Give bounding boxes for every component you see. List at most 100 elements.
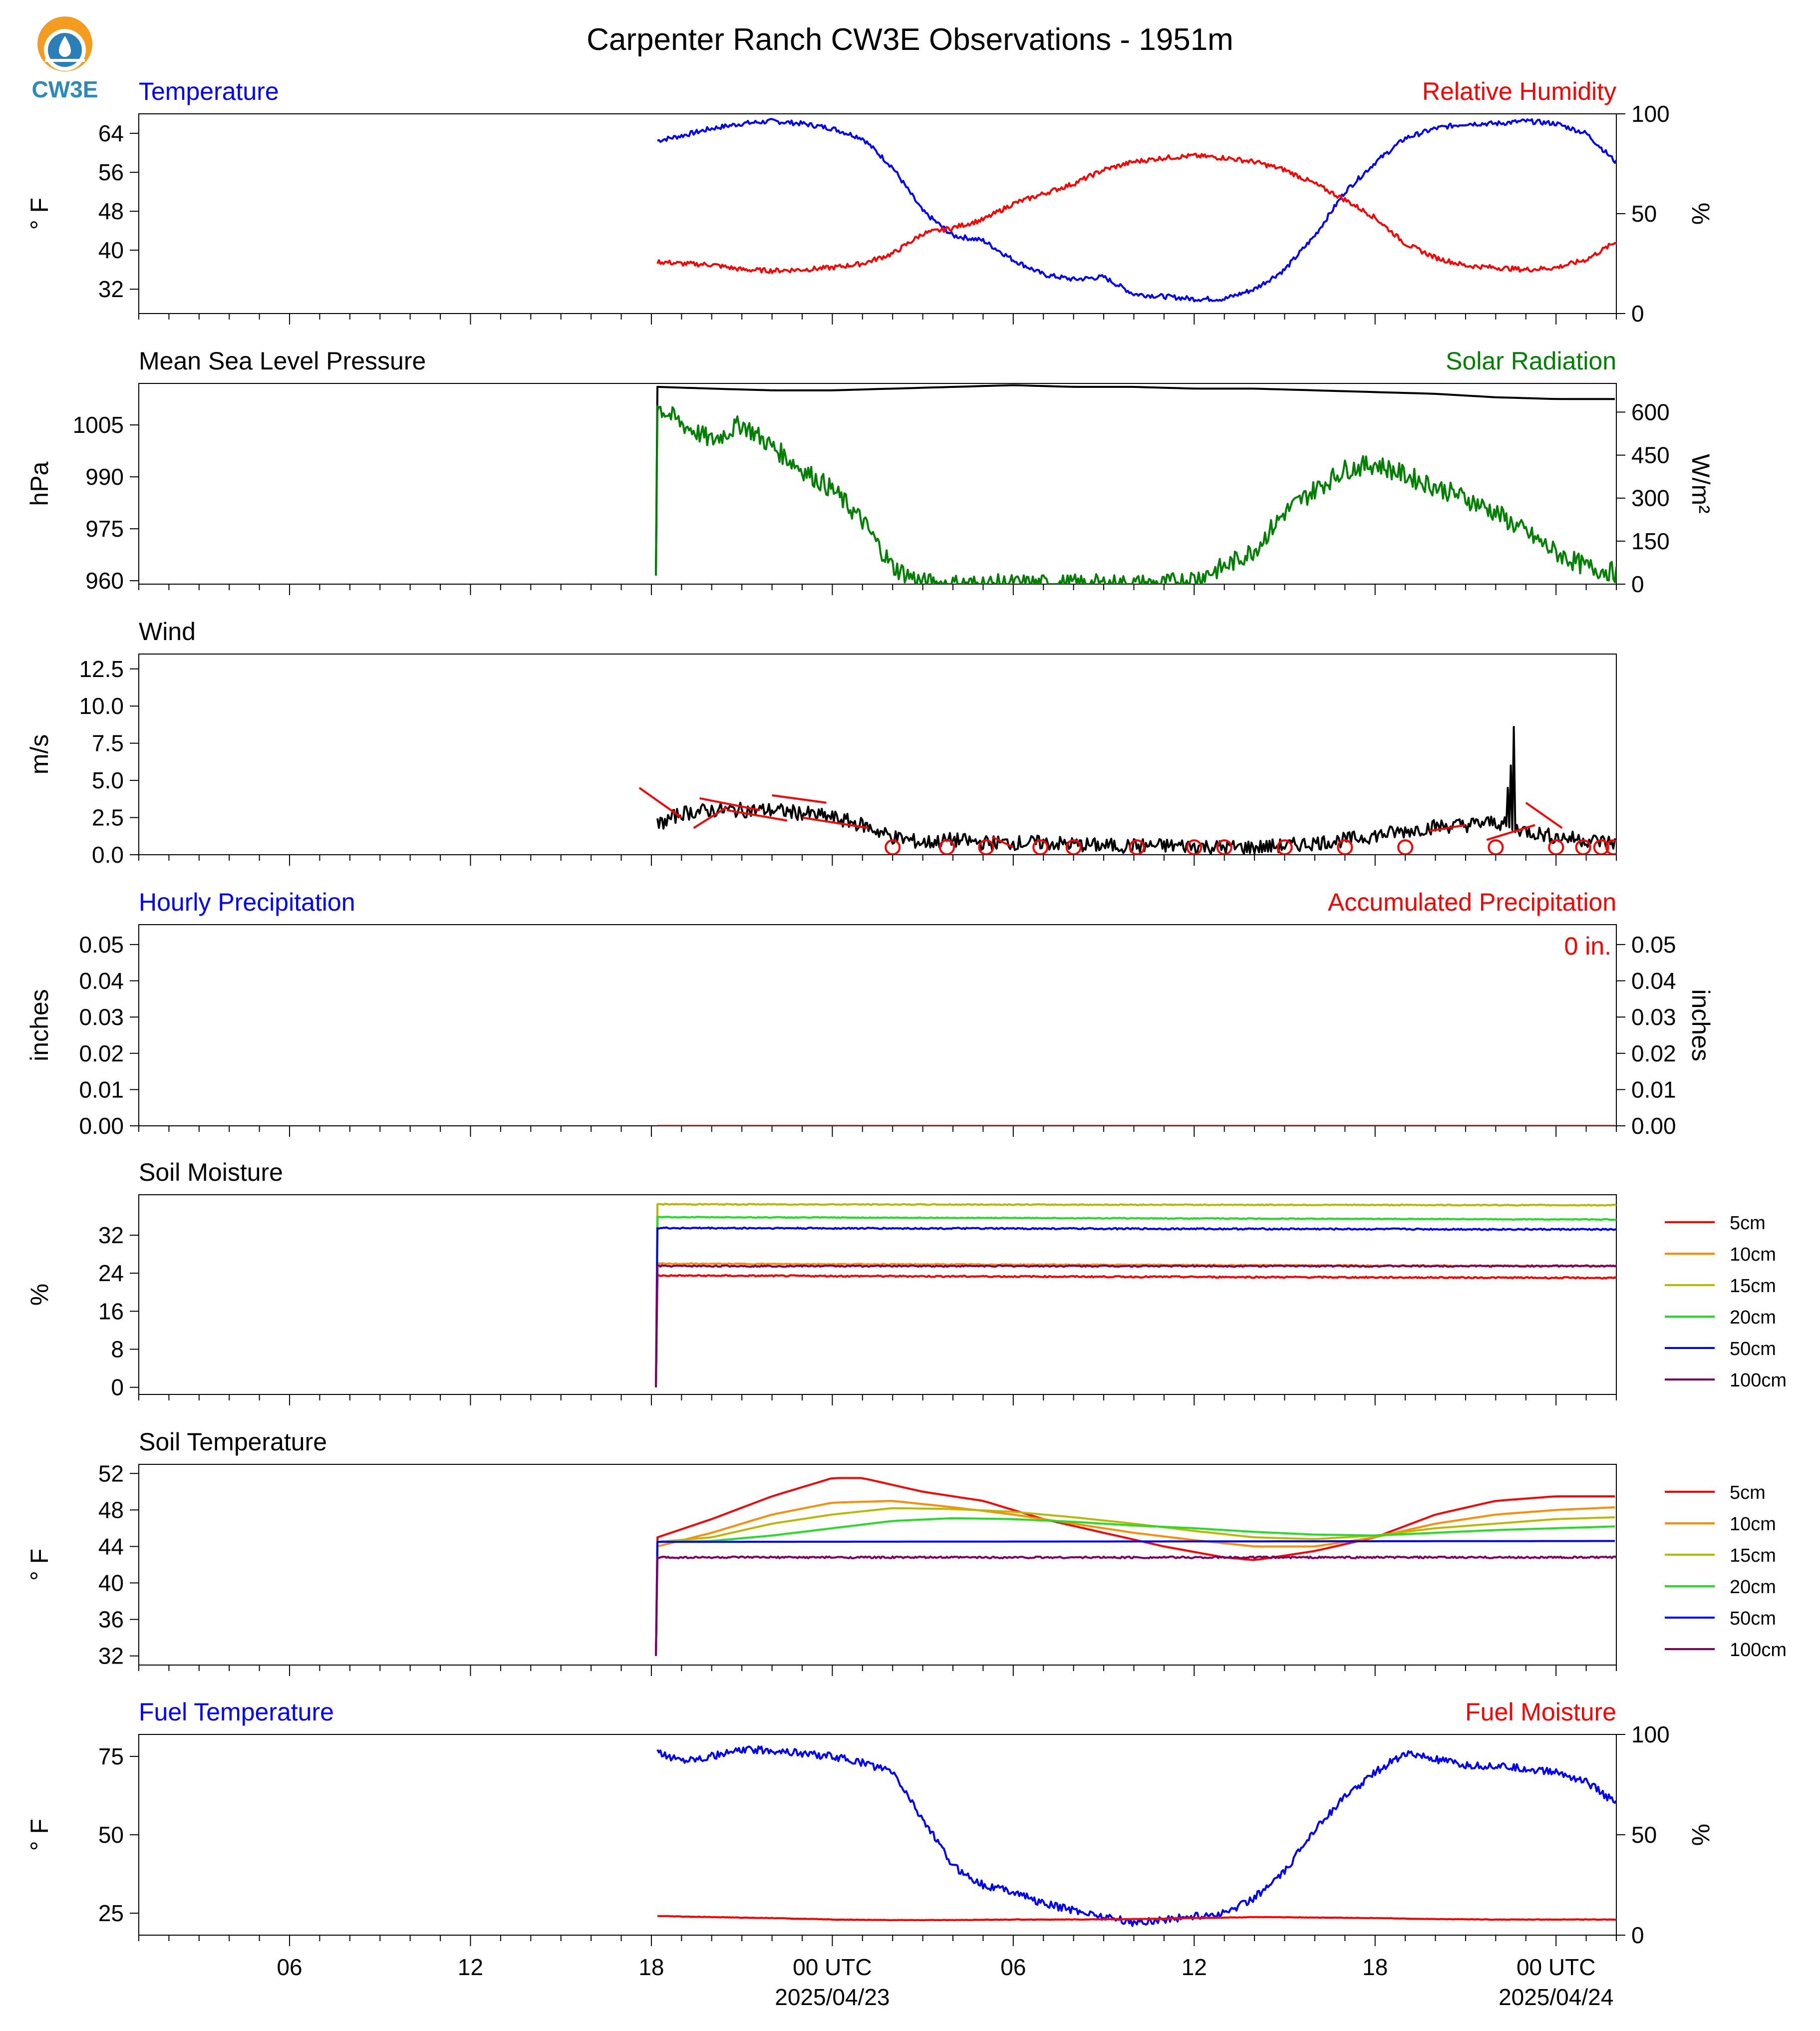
- series-line-50cm: [655, 1226, 1616, 1387]
- calm-wind-marker: [1129, 839, 1145, 855]
- series-line-100cm: [655, 1555, 1616, 1656]
- wind-barb: [802, 816, 869, 829]
- y-right-tick-label: 0.05: [1631, 932, 1676, 958]
- y-tick-label: 16: [98, 1298, 124, 1324]
- logo-drop-icon: [59, 36, 71, 57]
- panel-title-left: Soil Temperature: [139, 1428, 327, 1456]
- panel-title-left: Soil Moisture: [139, 1158, 283, 1186]
- y-tick-label: 52: [98, 1460, 124, 1486]
- y-axis-label: m/s: [25, 734, 53, 775]
- legend-label: 5cm: [1730, 1213, 1766, 1234]
- y-tick-label: 990: [85, 464, 124, 490]
- y-right-tick-label: 50: [1631, 1822, 1657, 1848]
- y-right-tick-label: 0: [1631, 301, 1644, 327]
- y-right-tick-label: 150: [1631, 528, 1670, 554]
- legend-label: 100cm: [1730, 1640, 1787, 1661]
- series-line-0: [655, 384, 1615, 574]
- panel-title-left: Fuel Temperature: [139, 1698, 334, 1726]
- calm-wind-marker: [1605, 839, 1616, 855]
- panel-wind: Wind 0.0 2.5 5.0 7.5 10.0 12.5 m/s: [25, 618, 1617, 868]
- y-tick-label: 2.5: [92, 805, 124, 831]
- y-tick-label: 40: [98, 1570, 124, 1596]
- y-right-axis-label: %: [1687, 1824, 1715, 1846]
- plot-area: [655, 384, 1616, 584]
- y-right-axis-label: inches: [1687, 989, 1715, 1061]
- x-tick-date: 2025/04/23: [775, 1984, 890, 2010]
- calm-wind-marker: [978, 839, 994, 855]
- y-tick-label: 8: [111, 1337, 124, 1362]
- panel-temp_rh: Temperature Relative Humidity 32 40 48 56 64 0 5…: [25, 77, 1715, 327]
- y-tick-label: 32: [98, 1643, 124, 1669]
- plot-frame: [138, 383, 1617, 585]
- x-tick-label: 00 UTC: [1517, 1954, 1595, 1980]
- y-right-tick-label: 0: [1631, 571, 1644, 597]
- calm-wind-marker: [938, 839, 955, 855]
- y-tick-label: 56: [98, 159, 124, 185]
- plot-area: [656, 1745, 1616, 1927]
- legend-label: 100cm: [1730, 1370, 1787, 1391]
- wind-barb: [638, 787, 682, 819]
- y-tick-label: 0.01: [79, 1076, 124, 1102]
- y-axis-label: hPa: [25, 461, 53, 506]
- y-tick-label: 32: [98, 1222, 124, 1248]
- plot-area: [638, 725, 1616, 855]
- y-right-tick-label: 0.03: [1631, 1004, 1676, 1030]
- calm-wind-marker: [1397, 839, 1414, 855]
- series-line-15cm: [655, 1507, 1615, 1656]
- panel-title-right: Fuel Moisture: [1465, 1698, 1616, 1726]
- legend-label: 15cm: [1730, 1276, 1776, 1297]
- y-tick-label: 44: [98, 1533, 124, 1559]
- x-tick-label: 06: [277, 1954, 302, 1980]
- y-axis-label: ° F: [25, 198, 53, 230]
- y-axis-label: %: [25, 1284, 53, 1306]
- y-tick-label: 48: [98, 1497, 124, 1523]
- y-axis-label: ° F: [25, 1819, 53, 1851]
- series-line-5cm: [655, 1477, 1615, 1656]
- y-tick-label: 25: [98, 1900, 124, 1926]
- x-tick-label: 06: [1000, 1954, 1026, 1980]
- panel-title-right: Relative Humidity: [1422, 77, 1616, 105]
- calm-wind-marker: [885, 839, 901, 855]
- panel-soil_temp: Soil Temperature 32 36 40 44 48 52 ° F 5cm 10cm 15…: [25, 1428, 1787, 1676]
- y-tick-label: 36: [98, 1607, 124, 1633]
- series-line-20cm: [655, 1517, 1615, 1656]
- series-line-10cm: [655, 1500, 1615, 1656]
- legend-label: 50cm: [1730, 1339, 1776, 1359]
- panel-title-left: Wind: [139, 618, 196, 646]
- calm-wind-marker: [1216, 839, 1232, 855]
- legend-label: 10cm: [1730, 1244, 1776, 1265]
- panel-title-right: Accumulated Precipitation: [1328, 888, 1616, 916]
- plot-area: [656, 118, 1616, 303]
- plot-frame: [138, 1194, 1617, 1395]
- wind-barb: [699, 797, 760, 811]
- y-right-tick-label: 0.01: [1631, 1076, 1676, 1102]
- y-right-tick-label: 300: [1631, 485, 1670, 511]
- plot-frame: [138, 654, 1617, 855]
- panel-title-right: Solar Radiation: [1446, 347, 1616, 375]
- wind-barb: [772, 794, 827, 804]
- cw3e-logo: CW3E: [32, 16, 98, 102]
- calm-wind-marker: [1575, 839, 1591, 855]
- y-tick-label: 0: [111, 1374, 124, 1400]
- y-right-axis-label: %: [1687, 203, 1715, 225]
- y-tick-label: 975: [85, 516, 124, 542]
- panel-mslp_solar: Mean Sea Level Pressure Solar Radiation 96…: [25, 347, 1715, 597]
- calm-wind-marker: [1488, 839, 1504, 855]
- x-tick-label: 18: [1362, 1954, 1388, 1980]
- series-line-0: [656, 725, 1616, 855]
- calm-wind-marker: [1548, 839, 1564, 855]
- legend-label: 20cm: [1730, 1577, 1776, 1598]
- series-line-20cm: [655, 1216, 1616, 1387]
- y-tick-label: 12.5: [79, 656, 124, 682]
- calm-wind-marker: [1186, 839, 1203, 855]
- legend-label: 10cm: [1730, 1514, 1776, 1535]
- calm-wind-marker: [1065, 839, 1082, 855]
- y-right-tick-label: 450: [1631, 442, 1670, 468]
- panel-precip: Hourly Precipitation Accumulated Precipit…: [25, 888, 1715, 1139]
- legend-label: 5cm: [1730, 1482, 1766, 1503]
- wind-barb: [1486, 824, 1535, 841]
- y-right-tick-label: 100: [1631, 101, 1670, 127]
- y-tick-label: 40: [98, 237, 124, 263]
